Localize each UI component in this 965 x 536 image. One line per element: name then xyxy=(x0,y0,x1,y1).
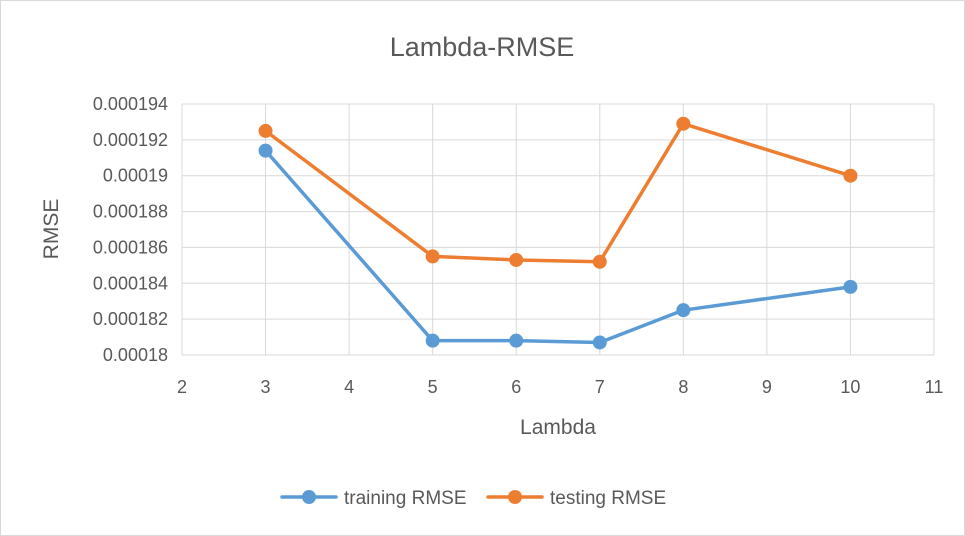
data-point xyxy=(676,116,691,131)
data-point xyxy=(592,254,607,269)
data-point xyxy=(258,123,273,138)
y-axis-title: RMSE xyxy=(40,199,63,260)
chart-title: Lambda-RMSE xyxy=(390,32,575,62)
data-point xyxy=(425,249,440,264)
x-tick-label: 9 xyxy=(762,377,772,397)
y-tick-label: 0.00019 xyxy=(103,166,168,186)
x-tick-label: 6 xyxy=(511,377,521,397)
x-axis-title: Lambda xyxy=(520,416,596,439)
data-point xyxy=(592,335,607,350)
legend-label-2: testing RMSE xyxy=(550,488,666,509)
y-tick-label: 0.000182 xyxy=(93,309,168,329)
x-tick-label: 2 xyxy=(177,377,187,397)
x-tick-label: 10 xyxy=(840,377,860,397)
data-point xyxy=(509,252,524,267)
legend-marker-1 xyxy=(302,490,316,504)
y-tick-label: 0.000184 xyxy=(93,273,168,293)
y-tick-label: 0.000188 xyxy=(93,202,168,222)
x-tick-label: 3 xyxy=(261,377,271,397)
x-axis-ticks: 2 3 4 5 6 7 8 9 10 11 xyxy=(177,377,943,397)
x-tick-label: 11 xyxy=(925,377,944,397)
series-line-1 xyxy=(263,148,853,345)
data-point xyxy=(676,303,691,318)
series-line-2 xyxy=(263,121,853,264)
y-tick-label: 0.000186 xyxy=(93,237,168,257)
data-point xyxy=(258,143,273,158)
x-tick-label: 4 xyxy=(344,377,354,397)
x-tick-label: 8 xyxy=(678,377,688,397)
data-point xyxy=(425,333,440,348)
legend-label-1: training RMSE xyxy=(344,488,467,509)
data-point xyxy=(843,279,858,294)
x-tick-label: 7 xyxy=(595,377,605,397)
y-tick-label: 0.00018 xyxy=(103,345,168,365)
data-point xyxy=(843,168,858,183)
data-point xyxy=(509,333,524,348)
y-axis-ticks: 0.00018 0.000182 0.000184 0.000186 0.000188 0… xyxy=(93,94,168,365)
series-lines xyxy=(258,116,858,350)
y-tick-label: 0.000192 xyxy=(93,130,168,150)
x-tick-label: 5 xyxy=(428,377,438,397)
gridlines xyxy=(181,103,935,356)
y-tick-label: 0.000194 xyxy=(93,94,168,114)
legend-marker-2 xyxy=(508,490,522,504)
legend: training RMSE testing RMSE xyxy=(280,488,666,509)
